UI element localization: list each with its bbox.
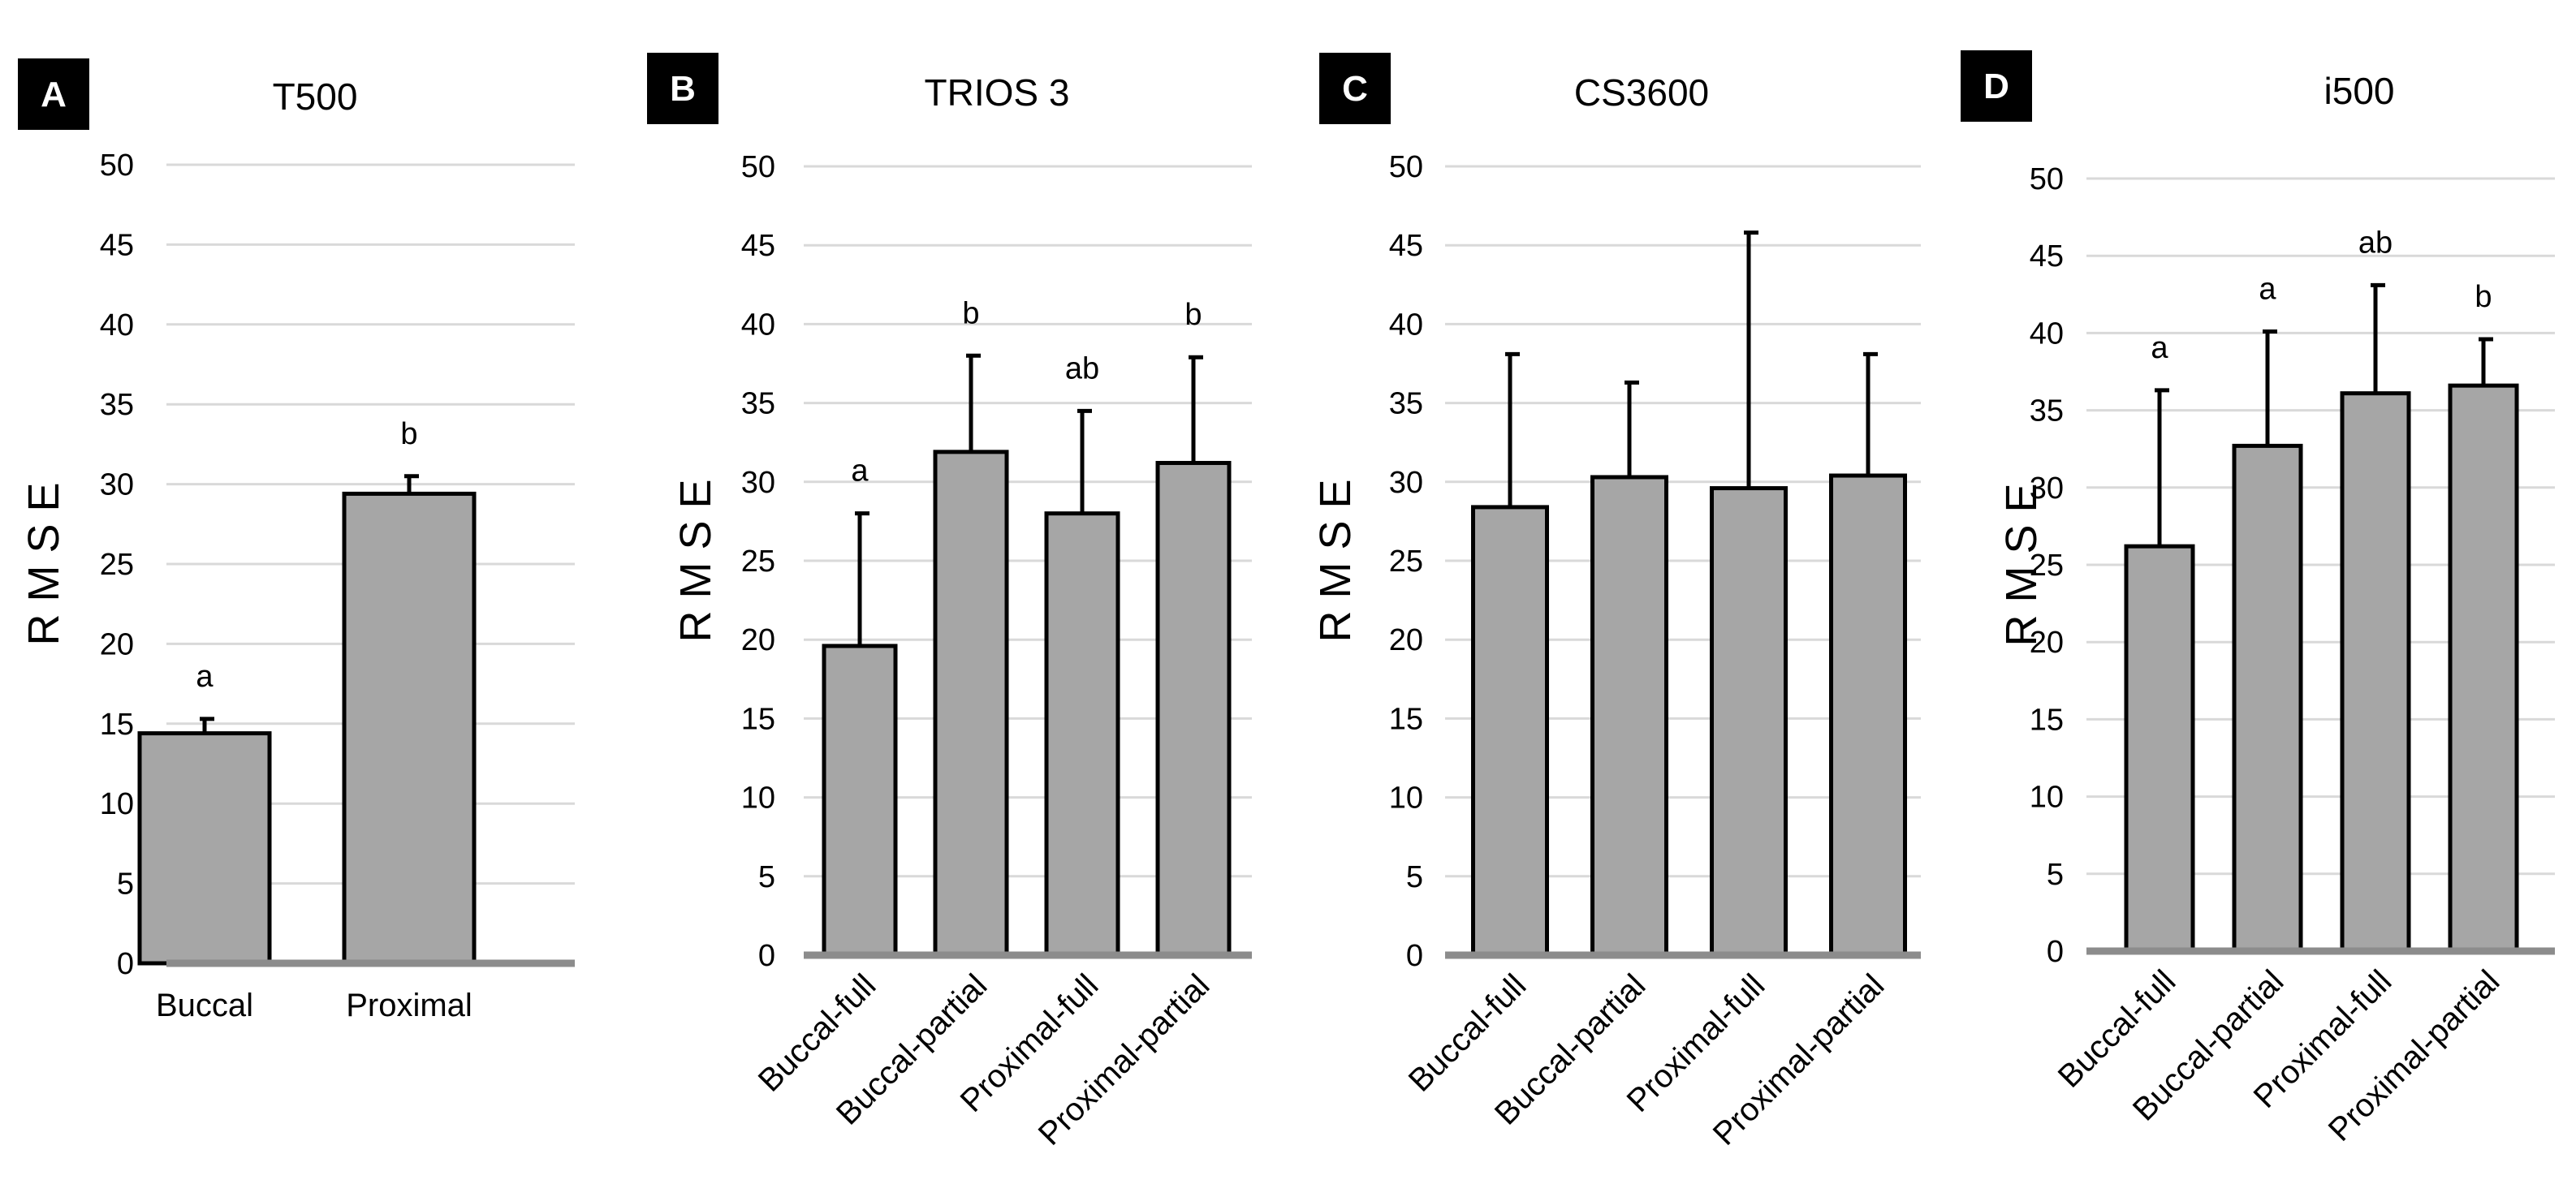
y-tick-label: 30 (741, 466, 775, 500)
bar-proximal-full (1710, 486, 1788, 958)
y-tick-label: 25 (2030, 549, 2064, 583)
bar-buccal-partial (933, 450, 1009, 958)
y-tick-label: 30 (1389, 466, 1423, 500)
bar-buccal (137, 731, 272, 966)
chart-title: TRIOS 3 (925, 71, 1070, 114)
y-tick-label: 10 (100, 787, 134, 821)
bar-buccal-full (2124, 544, 2195, 954)
y-tick-label: 20 (2030, 626, 2064, 660)
y-tick-label: 15 (741, 702, 775, 736)
y-tick-label: 20 (100, 627, 134, 661)
bar-proximal-partial (1829, 473, 1907, 958)
y-tick-label: 50 (2030, 162, 2064, 196)
y-tick-label: 40 (1389, 308, 1423, 342)
y-tick-label: 45 (100, 228, 134, 262)
y-tick-label: 5 (117, 868, 134, 902)
bar-buccal-full (822, 644, 898, 958)
y-tick-label: 25 (100, 548, 134, 582)
panel-letter-badge (1319, 53, 1391, 124)
y-tick-label: 45 (741, 229, 775, 263)
y-tick-label: 0 (1406, 939, 1423, 973)
bar-proximal-partial (1155, 460, 1232, 958)
x-tick-label: Proximal (346, 988, 472, 1023)
panel-letter: C (1342, 69, 1368, 109)
y-tick-label: 0 (758, 939, 775, 973)
y-tick-label: 35 (100, 388, 134, 422)
panel-letter: D (1983, 67, 2009, 106)
y-tick-label: 15 (100, 708, 134, 742)
y-tick-label: 40 (741, 308, 775, 342)
significance-letter: b (2475, 280, 2492, 314)
y-tick-label: 45 (2030, 239, 2064, 273)
y-tick-label: 30 (100, 468, 134, 502)
panel-letter: A (41, 75, 67, 114)
y-tick-label: 50 (1389, 150, 1423, 184)
bar-buccal-partial (1590, 475, 1668, 958)
y-tick-label: 50 (741, 150, 775, 184)
y-tick-label: 25 (1389, 545, 1423, 579)
y-axis-label: R M S E (1311, 479, 1360, 642)
y-tick-label: 0 (117, 947, 134, 981)
bar-proximal-full (2340, 391, 2411, 954)
y-axis-label: R M S E (19, 482, 68, 645)
x-tick-label: Buccal (156, 988, 253, 1023)
y-tick-label: 35 (741, 387, 775, 421)
panel-letter: B (670, 69, 696, 109)
significance-letter: a (2151, 331, 2168, 365)
chart-title: i500 (2324, 70, 2395, 112)
panel-a: 0 5 10 15 20 25 30 35 40 45 50 a Buccal b Proximal R M … (18, 58, 575, 1023)
bar-proximal (342, 491, 477, 966)
y-tick-label: 40 (2030, 316, 2064, 351)
y-axis-label: R M S E (671, 479, 720, 642)
significance-letter: ab (1065, 351, 1099, 385)
y-tick-label: 15 (2030, 703, 2064, 737)
y-tick-label: 20 (741, 623, 775, 657)
panel-letter-badge (1961, 50, 2032, 122)
bar-proximal-partial (2448, 383, 2519, 954)
significance-letter: a (851, 454, 869, 489)
y-tick-label: 5 (758, 860, 775, 894)
y-tick-label: 35 (2030, 394, 2064, 428)
chart-title: T500 (273, 75, 358, 118)
y-tick-label: 10 (741, 781, 775, 816)
significance-letter: b (1184, 298, 1202, 332)
panel-letter-badge (18, 58, 89, 130)
significance-letter: a (196, 660, 214, 694)
significance-letter: a (2259, 272, 2276, 306)
y-tick-label: 30 (2030, 471, 2064, 506)
significance-letter: b (400, 417, 417, 451)
bar-buccal-full (1471, 505, 1549, 958)
y-tick-label: 0 (2047, 935, 2064, 969)
y-tick-label: 45 (1389, 229, 1423, 263)
significance-letter: ab (2358, 226, 2393, 260)
y-tick-label: 5 (2047, 858, 2064, 892)
panel-c: 05101520253035404550Buccal-fullBuccal-pa… (1311, 53, 1921, 1152)
chart-title: CS3600 (1574, 71, 1709, 114)
y-axis-label: R M S E (1997, 483, 2046, 646)
significance-letter: b (962, 296, 979, 330)
y-tick-label: 25 (741, 545, 775, 579)
bar-proximal-full (1044, 511, 1120, 958)
y-tick-label: 50 (100, 149, 134, 183)
y-tick-label: 35 (1389, 387, 1423, 421)
y-tick-label: 40 (100, 308, 134, 342)
y-tick-label: 15 (1389, 702, 1423, 736)
y-tick-label: 20 (1389, 623, 1423, 657)
y-tick-label: 10 (2030, 781, 2064, 815)
panel-letter-badge (647, 53, 718, 124)
bar-buccal-partial (2232, 443, 2303, 954)
y-tick-label: 5 (1406, 860, 1423, 894)
y-tick-label: 10 (1389, 781, 1423, 816)
